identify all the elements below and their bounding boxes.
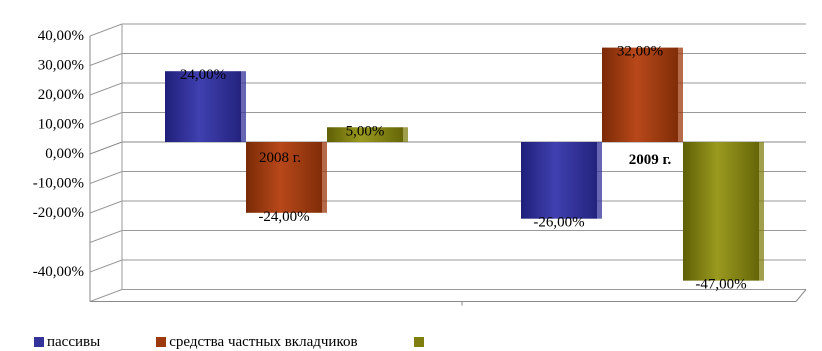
- bar: [683, 142, 759, 281]
- gridline-side: [89, 289, 123, 302]
- data-label: -47,00%: [695, 277, 746, 293]
- gridline-side: [89, 259, 123, 273]
- floor-right-edge: [795, 289, 807, 302]
- data-label: -26,00%: [533, 215, 584, 231]
- y-tick-label: 0,00%: [45, 146, 84, 162]
- legend-swatch: [156, 337, 167, 347]
- data-label: 5,00%: [346, 123, 385, 139]
- bar-side: [678, 47, 683, 142]
- bar-side: [322, 142, 327, 213]
- y-tick-label: -40,00%: [33, 264, 84, 280]
- gridline-side: [89, 171, 123, 184]
- bar: [246, 142, 322, 213]
- y-tick-label: -20,00%: [33, 205, 84, 221]
- bar-side: [241, 71, 246, 142]
- bar-side: [597, 142, 602, 219]
- y-tick-label: 40,00%: [38, 28, 84, 44]
- y-tick-label: 20,00%: [38, 87, 84, 103]
- bar-side: [403, 127, 408, 142]
- gridline-side: [89, 82, 123, 96]
- data-label: 24,00%: [180, 67, 226, 83]
- category-label: 2009 г.: [629, 152, 672, 168]
- gridline-side: [89, 200, 123, 214]
- legend-item: пассивы: [34, 334, 100, 351]
- gridline-side: [89, 230, 123, 243]
- gridline-side: [89, 112, 123, 125]
- legend-swatch: [413, 337, 424, 347]
- bar: [521, 142, 597, 219]
- data-labels: 40,00% 30,00% 20,00% 10,00% 0,00% -10,00% -20,…: [33, 28, 747, 293]
- gridline-side: [89, 141, 123, 155]
- y-tick-label: -10,00%: [33, 176, 84, 192]
- bar-side: [759, 142, 764, 281]
- bars: [165, 47, 764, 281]
- legend-label: пассивы: [47, 333, 101, 350]
- y-tick-label: 10,00%: [38, 117, 84, 133]
- chart: 40,00% 30,00% 20,00% 10,00% 0,00% -10,00% -20,…: [33, 23, 807, 306]
- gridline-side: [89, 53, 123, 66]
- bar: [602, 47, 678, 142]
- y-tick-label: 30,00%: [38, 58, 84, 74]
- legend-item: [413, 337, 427, 347]
- legend-label: средства частных вкладчиков: [169, 333, 358, 350]
- gridline-side: [89, 23, 123, 37]
- legend: пассивы средства частных вкладчиков: [34, 334, 483, 350]
- data-label: -24,00%: [258, 209, 309, 225]
- data-label: 32,00%: [617, 44, 663, 60]
- category-label: 2008 г.: [259, 150, 301, 166]
- legend-item: средства частных вкладчиков: [156, 333, 358, 351]
- bar: [165, 71, 241, 142]
- legend-swatch: [34, 337, 44, 347]
- bar: [327, 127, 403, 142]
